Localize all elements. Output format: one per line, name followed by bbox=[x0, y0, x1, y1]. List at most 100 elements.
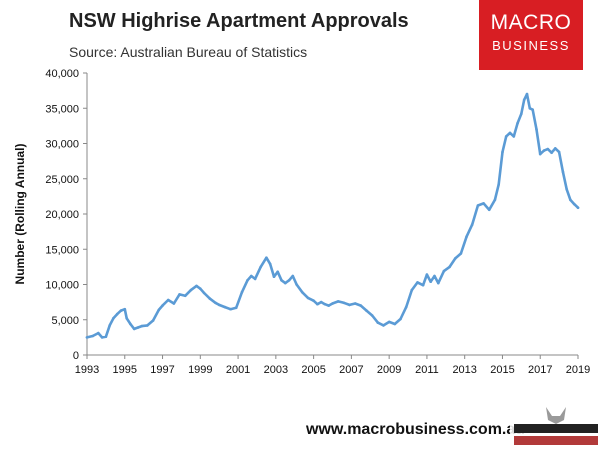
chart-source: Source: Australian Bureau of Statistics bbox=[69, 44, 308, 60]
data-point bbox=[542, 149, 546, 152]
data-point bbox=[442, 269, 446, 273]
data-point bbox=[115, 312, 119, 316]
data-point bbox=[416, 281, 419, 284]
data-point bbox=[316, 302, 319, 306]
data-point bbox=[166, 298, 170, 302]
chart-series bbox=[85, 92, 580, 339]
data-point bbox=[528, 107, 532, 110]
chart-ticks: 0 5,000 10,000 15,000 20,000 25,000 30,000 35,0… bbox=[45, 68, 590, 376]
data-point bbox=[119, 309, 123, 312]
x-tick-label: 2015 bbox=[490, 364, 514, 376]
data-point bbox=[531, 108, 534, 111]
watermark-stamp-icon bbox=[510, 404, 602, 448]
data-point bbox=[208, 297, 212, 300]
data-point bbox=[189, 288, 193, 292]
data-point bbox=[157, 308, 161, 312]
data-point bbox=[276, 270, 280, 274]
data-point bbox=[312, 299, 315, 303]
chart-title: NSW Highrise Apartment Approvals bbox=[69, 10, 409, 32]
data-point bbox=[437, 281, 440, 285]
website-url: www.macrobusiness.com.au bbox=[306, 421, 526, 438]
data-point bbox=[108, 324, 111, 327]
y-tick-label: 0 bbox=[73, 350, 79, 362]
data-point bbox=[520, 112, 523, 116]
data-point bbox=[387, 320, 391, 324]
x-tick-label: 2011 bbox=[415, 364, 439, 376]
x-tick-label: 2005 bbox=[301, 364, 325, 376]
data-point bbox=[214, 301, 217, 305]
y-axis-title: Number (Rolling Annual) bbox=[13, 144, 27, 285]
data-point bbox=[272, 275, 276, 279]
data-point bbox=[448, 265, 451, 269]
data-point bbox=[234, 306, 238, 310]
data-point bbox=[550, 151, 553, 154]
data-point bbox=[161, 304, 164, 307]
data-point bbox=[342, 301, 346, 305]
data-point bbox=[501, 150, 504, 154]
data-point bbox=[516, 121, 519, 125]
data-point bbox=[284, 281, 287, 285]
data-point bbox=[129, 322, 132, 326]
data-point bbox=[132, 327, 136, 331]
data-point bbox=[250, 274, 253, 278]
y-tick-label: 40,000 bbox=[45, 68, 79, 80]
data-point bbox=[497, 183, 501, 186]
data-point bbox=[508, 131, 512, 135]
data-point bbox=[410, 288, 414, 292]
data-point bbox=[482, 202, 485, 205]
data-point bbox=[421, 283, 425, 287]
series-line bbox=[85, 92, 580, 339]
x-tick-label: 2019 bbox=[566, 364, 590, 376]
data-point bbox=[125, 317, 128, 320]
x-tick-label: 2003 bbox=[264, 364, 288, 376]
y-tick-label: 20,000 bbox=[45, 209, 79, 221]
data-point bbox=[327, 304, 331, 307]
data-point bbox=[348, 303, 351, 307]
data-point bbox=[240, 291, 244, 294]
x-tick-label: 2017 bbox=[528, 364, 552, 376]
data-point bbox=[246, 279, 249, 282]
data-point bbox=[268, 262, 272, 266]
y-tick-label: 5,000 bbox=[51, 315, 79, 327]
x-tick-label: 2009 bbox=[377, 364, 401, 376]
data-point bbox=[459, 252, 463, 255]
x-tick-label: 2007 bbox=[339, 364, 363, 376]
data-point bbox=[140, 324, 144, 328]
data-point bbox=[554, 147, 557, 150]
y-tick-label: 30,000 bbox=[45, 139, 79, 151]
data-point bbox=[259, 265, 263, 269]
data-point bbox=[306, 296, 310, 300]
data-point bbox=[112, 317, 115, 320]
data-point bbox=[359, 304, 363, 307]
y-tick-label: 35,000 bbox=[45, 103, 79, 115]
data-point bbox=[433, 274, 436, 278]
data-point bbox=[97, 331, 100, 335]
data-point bbox=[522, 98, 526, 102]
data-point bbox=[336, 300, 340, 303]
data-point bbox=[399, 317, 402, 321]
data-point bbox=[151, 319, 155, 322]
data-point bbox=[512, 135, 516, 138]
data-point bbox=[319, 300, 323, 304]
data-point bbox=[382, 324, 385, 327]
data-point bbox=[429, 280, 433, 284]
data-point bbox=[535, 128, 538, 131]
y-tick-label: 15,000 bbox=[45, 244, 79, 256]
data-point bbox=[425, 273, 429, 276]
data-point bbox=[291, 274, 295, 278]
data-point bbox=[172, 302, 176, 305]
y-tick-label: 25,000 bbox=[45, 174, 79, 186]
data-point bbox=[493, 198, 497, 202]
data-point bbox=[253, 277, 257, 281]
x-tick-label: 1995 bbox=[113, 364, 137, 376]
data-point bbox=[295, 283, 298, 286]
x-tick-label: 1999 bbox=[188, 364, 212, 376]
data-point bbox=[525, 92, 529, 96]
data-point bbox=[557, 150, 561, 154]
data-point bbox=[404, 305, 408, 309]
data-point bbox=[146, 324, 149, 327]
data-point bbox=[546, 147, 550, 151]
macrobusiness-logo: MACRO BUSINESS bbox=[479, 0, 583, 70]
x-tick-label: 1997 bbox=[150, 364, 174, 376]
